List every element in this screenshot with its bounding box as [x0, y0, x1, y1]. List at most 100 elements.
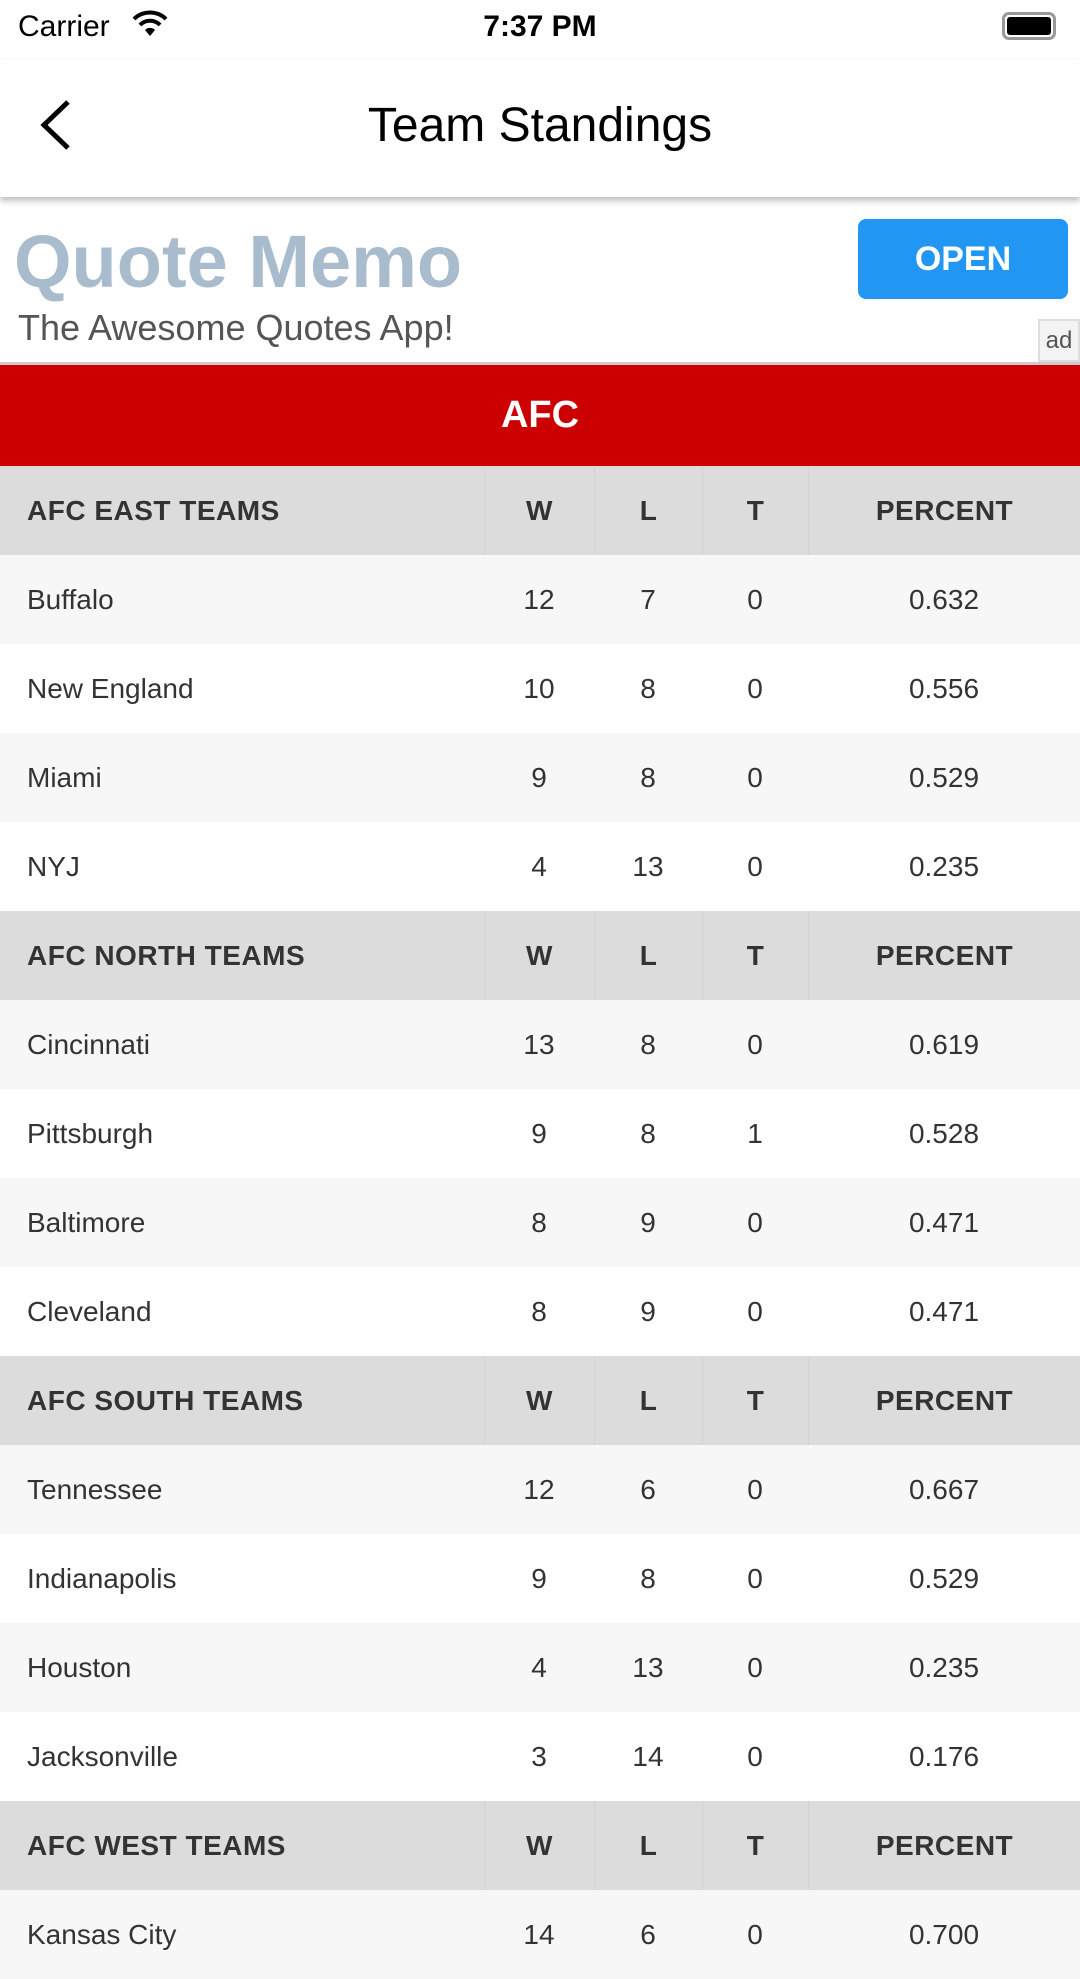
ties: 0	[747, 1295, 763, 1327]
team-name: Buffalo	[27, 583, 114, 615]
ties: 0	[747, 1473, 763, 1505]
column-header: PERCENT	[808, 466, 1080, 555]
wins: 9	[531, 1117, 547, 1149]
column-header: W	[484, 1801, 594, 1890]
team-row[interactable]: Cleveland 8 9 0 0.471	[0, 1267, 1080, 1356]
wins: 4	[531, 850, 547, 882]
column-header: W	[484, 1356, 594, 1445]
conference-header: AFC	[0, 362, 1080, 466]
percent: 0.632	[908, 583, 980, 615]
wins: 12	[523, 1473, 555, 1505]
wins: 10	[523, 672, 555, 704]
battery-icon	[1002, 12, 1056, 40]
column-header: L	[594, 1356, 702, 1445]
team-row[interactable]: Indianapolis 9 8 0 0.529	[0, 1534, 1080, 1623]
team-row[interactable]: Cincinnati 13 8 0 0.619	[0, 1000, 1080, 1089]
ties: 1	[747, 1117, 763, 1149]
percent: 0.235	[908, 850, 980, 882]
team-row[interactable]: Jacksonville 3 14 0 0.176	[0, 1712, 1080, 1801]
wins: 8	[531, 1206, 547, 1238]
column-header: T	[702, 1801, 808, 1890]
team-name: Kansas City	[27, 1918, 177, 1950]
percent: 0.556	[908, 672, 980, 704]
ties: 0	[747, 850, 763, 882]
percent: 0.528	[908, 1117, 980, 1149]
percent: 0.471	[908, 1295, 980, 1327]
ad-tag: ad	[1038, 319, 1080, 362]
team-row[interactable]: Kansas City 14 6 0 0.700	[0, 1890, 1080, 1979]
percent: 0.529	[908, 761, 980, 793]
wins: 9	[531, 761, 547, 793]
losses: 6	[640, 1918, 656, 1950]
team-name: Miami	[27, 761, 102, 793]
losses: 7	[640, 583, 656, 615]
nav-bar: Team Standings	[0, 60, 1080, 197]
team-row[interactable]: Tennessee 12 6 0 0.667	[0, 1445, 1080, 1534]
column-header: L	[594, 1801, 702, 1890]
carrier-label: Carrier	[18, 10, 110, 43]
ties: 0	[747, 1028, 763, 1060]
losses: 9	[640, 1295, 656, 1327]
division-header: AFC WEST TEAMS W L T PERCENT	[0, 1801, 1080, 1890]
clock: 7:37 PM	[483, 10, 597, 43]
wins: 8	[531, 1295, 547, 1327]
wifi-icon	[132, 10, 168, 43]
percent: 0.619	[908, 1028, 980, 1060]
column-header: T	[702, 911, 808, 1000]
division-name: AFC SOUTH TEAMS	[27, 1384, 304, 1416]
column-header: W	[484, 911, 594, 1000]
losses: 8	[640, 761, 656, 793]
ties: 0	[747, 1562, 763, 1594]
percent: 0.471	[908, 1206, 980, 1238]
percent: 0.235	[908, 1651, 980, 1683]
team-name: NYJ	[27, 850, 80, 882]
team-name: Tennessee	[27, 1473, 163, 1505]
losses: 8	[640, 1028, 656, 1060]
percent: 0.176	[908, 1740, 980, 1772]
team-row[interactable]: Pittsburgh 9 8 1 0.528	[0, 1089, 1080, 1178]
losses: 6	[640, 1473, 656, 1505]
team-row[interactable]: NYJ 4 13 0 0.235	[0, 822, 1080, 911]
back-button[interactable]	[36, 98, 76, 157]
ad-banner[interactable]: Quote Memo The Awesome Quotes App! OPEN …	[0, 197, 1080, 362]
wins: 14	[523, 1918, 555, 1950]
division-header: AFC SOUTH TEAMS W L T PERCENT	[0, 1356, 1080, 1445]
column-header: W	[484, 466, 594, 555]
percent: 0.667	[908, 1473, 980, 1505]
team-name: Indianapolis	[27, 1562, 177, 1594]
wins: 4	[531, 1651, 547, 1683]
column-header: PERCENT	[808, 1801, 1080, 1890]
ties: 0	[747, 1740, 763, 1772]
team-name: Jacksonville	[27, 1740, 178, 1772]
team-row[interactable]: Buffalo 12 7 0 0.632	[0, 555, 1080, 644]
losses: 13	[632, 1651, 664, 1683]
division-name: AFC WEST TEAMS	[27, 1829, 286, 1861]
wins: 3	[531, 1740, 547, 1772]
team-name: Houston	[27, 1651, 132, 1683]
ad-title: Quote Memo	[14, 220, 463, 303]
wins: 12	[523, 583, 555, 615]
ties: 0	[747, 1206, 763, 1238]
losses: 8	[640, 1117, 656, 1149]
standings-table: AFC EAST TEAMS W L T PERCENT Buffalo 12 7 0 0.632…	[0, 466, 1080, 1979]
column-header: T	[702, 1356, 808, 1445]
team-name: Pittsburgh	[27, 1117, 154, 1149]
team-row[interactable]: Houston 4 13 0 0.235	[0, 1623, 1080, 1712]
status-bar: Carrier 7:37 PM	[0, 0, 1080, 60]
division-name: AFC NORTH TEAMS	[27, 939, 306, 971]
ties: 0	[747, 1918, 763, 1950]
losses: 8	[640, 672, 656, 704]
wins: 13	[523, 1028, 555, 1060]
team-row[interactable]: New England 10 8 0 0.556	[0, 644, 1080, 733]
ties: 0	[747, 672, 763, 704]
ties: 0	[747, 583, 763, 615]
losses: 13	[632, 850, 664, 882]
team-name: New England	[27, 672, 194, 704]
losses: 14	[632, 1740, 664, 1772]
division-header: AFC EAST TEAMS W L T PERCENT	[0, 466, 1080, 555]
team-row[interactable]: Miami 9 8 0 0.529	[0, 733, 1080, 822]
ad-open-button[interactable]: OPEN	[858, 219, 1068, 299]
team-row[interactable]: Baltimore 8 9 0 0.471	[0, 1178, 1080, 1267]
team-name: Baltimore	[27, 1206, 146, 1238]
page-title: Team Standings	[367, 99, 713, 152]
